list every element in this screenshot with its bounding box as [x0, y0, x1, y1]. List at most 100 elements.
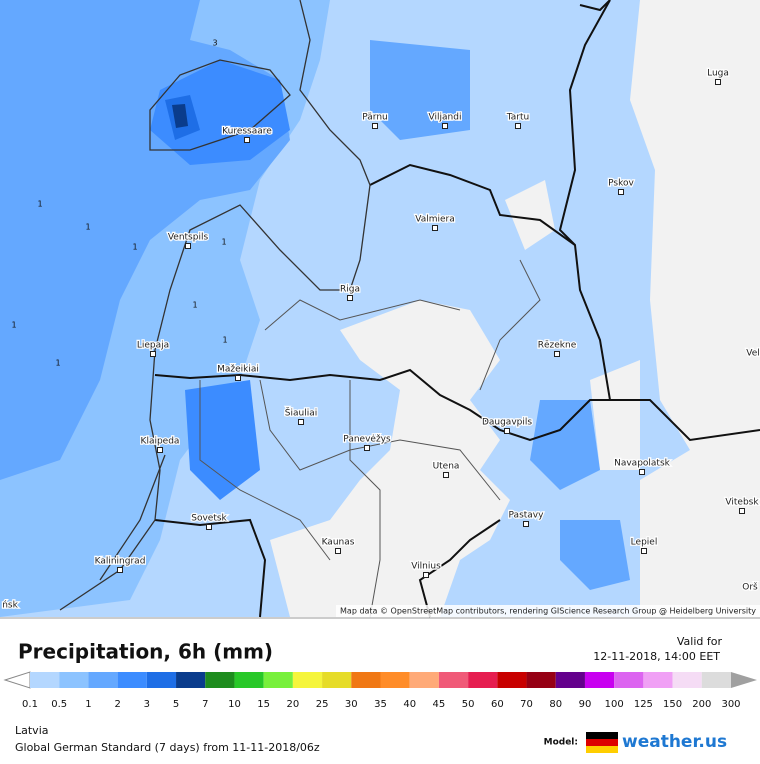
- region: Latvia: [15, 724, 49, 737]
- attribution: Map data © OpenStreetMap contributors, r…: [340, 607, 756, 616]
- city-dot: [554, 351, 560, 357]
- scale-swatch: [584, 672, 615, 688]
- city-label: Rēzekne: [538, 341, 577, 351]
- scale-tick-label: 50: [462, 699, 475, 710]
- contour-label: 1: [221, 238, 226, 247]
- scale-swatch: [643, 672, 673, 688]
- city-label: Sovetsk: [191, 514, 227, 524]
- city-label: Kaliningrad: [95, 557, 146, 567]
- city-label: Vilnius: [411, 562, 441, 572]
- city-label: Luga: [707, 69, 729, 79]
- dry-area: [505, 180, 555, 250]
- scale-tick-label: 15: [257, 699, 270, 710]
- scale-tick-label: 60: [491, 699, 504, 710]
- city-dot: [523, 521, 529, 527]
- city-label: Pastavy: [509, 511, 545, 521]
- city-dot: [185, 243, 191, 249]
- scale-tick-label: 0.5: [51, 699, 67, 710]
- scale-swatch: [555, 672, 585, 688]
- scale-tick-label: 1: [85, 699, 91, 710]
- scale-swatch: [263, 672, 293, 688]
- city-dot: [206, 524, 212, 530]
- scale-swatch: [526, 672, 556, 688]
- city-dot: [423, 572, 429, 578]
- city-label: Vitebsk: [725, 498, 759, 508]
- city-dot: [335, 548, 341, 554]
- contour-label: 1: [222, 336, 227, 345]
- city-label: Utena: [433, 462, 460, 472]
- scale-tick-label: 0.1: [22, 699, 38, 710]
- scale-tick-label: 5: [173, 699, 179, 710]
- contour-labels: 3 1 1 1 1 1 1 1 1: [11, 39, 227, 368]
- city-dot: [150, 351, 156, 357]
- legend-title: Precipitation, 6h (mm): [18, 640, 273, 664]
- scale-tick-label: 2: [114, 699, 120, 710]
- city-dot: [117, 567, 123, 573]
- scale-swatch: [59, 672, 89, 688]
- scale-swatch: [205, 672, 235, 688]
- scale-tick-label: 7: [202, 699, 208, 710]
- city-label: Ventspils: [168, 233, 209, 243]
- model: Global German Standard (7 days) from 11-…: [15, 741, 320, 754]
- city-dot: [739, 508, 745, 514]
- scale-swatch: [672, 672, 702, 688]
- scale-tick-label: 20: [287, 699, 300, 710]
- city-label: Riga: [340, 285, 360, 295]
- city-label: Vel: [746, 349, 760, 359]
- dry-area: [630, 0, 760, 617]
- city-label: Orš: [742, 582, 758, 593]
- scale-tick-label: 25: [316, 699, 329, 710]
- scale-swatch: [146, 672, 177, 688]
- city-label: Pärnu: [362, 113, 388, 123]
- city-dot: [372, 123, 378, 129]
- city-label: Tartu: [506, 113, 529, 123]
- rain-area: [530, 400, 600, 490]
- city-label: ńsk: [2, 601, 18, 611]
- rain-area: [150, 60, 290, 165]
- scale-tick-label: 150: [663, 699, 682, 710]
- dry-area: [270, 300, 510, 617]
- scale-tick-label: 70: [520, 699, 533, 710]
- city-label: Pskov: [608, 179, 634, 189]
- city-label: Kuressaare: [222, 127, 272, 137]
- city-dot: [442, 123, 448, 129]
- scale-above: [731, 672, 757, 688]
- scale-swatch: [234, 672, 264, 688]
- city-label: Daugavpils: [482, 418, 532, 428]
- scale-tick-label: 125: [634, 699, 653, 710]
- contour-label: 1: [132, 243, 137, 252]
- rain-area: [172, 104, 188, 128]
- coast: [59, 0, 371, 611]
- city-label: Mažeikiai: [217, 365, 259, 375]
- scale-swatch: [351, 672, 381, 688]
- scale-swatch: [497, 672, 527, 688]
- scale-swatch: [438, 672, 469, 688]
- city-dot: [641, 548, 647, 554]
- scale-swatch: [176, 672, 206, 688]
- regions: [199, 259, 541, 618]
- scale-swatch: [468, 672, 498, 688]
- scale-swatch: [409, 672, 439, 688]
- scale-below: [3, 671, 31, 689]
- scale-tick-label: 90: [579, 699, 592, 710]
- city-label: Liepaja: [137, 341, 169, 351]
- city-dot: [364, 445, 370, 451]
- city-label: Navapolatsk: [614, 459, 671, 469]
- scale-tick-label: 200: [692, 699, 711, 710]
- city-dot: [235, 375, 241, 381]
- contour-label: 1: [37, 200, 42, 209]
- scale-swatch: [30, 672, 60, 688]
- scale-tick-label: 35: [374, 699, 387, 710]
- dry-area: [590, 360, 640, 470]
- scale-tick-label: 10: [228, 699, 241, 710]
- rain-area: [185, 380, 260, 500]
- contour-label: 1: [55, 359, 60, 368]
- model-label: Model:: [544, 738, 578, 748]
- city-dot: [432, 225, 438, 231]
- scale-swatch: [701, 672, 731, 688]
- city-dot: [244, 137, 250, 143]
- brand: weather.us: [622, 732, 727, 752]
- city-dot: [157, 447, 163, 453]
- scale-tick-label: 40: [403, 699, 416, 710]
